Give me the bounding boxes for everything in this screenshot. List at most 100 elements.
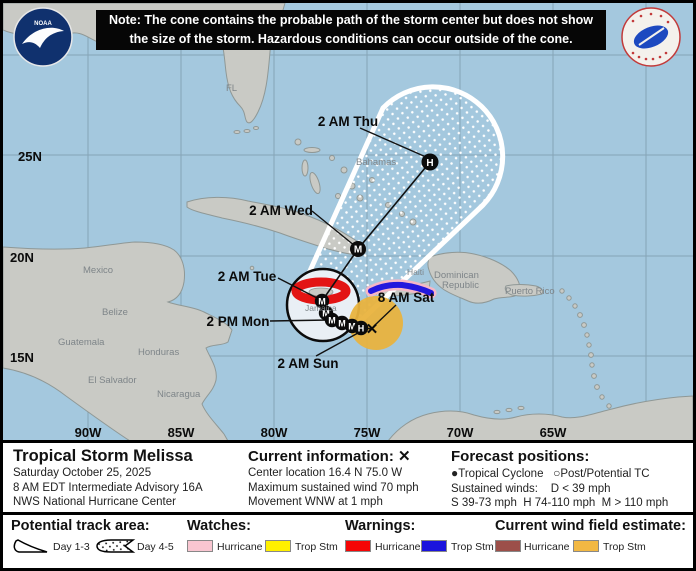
- svg-text:Mexico: Mexico: [83, 265, 113, 276]
- hurricane-watch-swatch: [187, 540, 213, 552]
- forecast-symbols-line: ●Tropical Cyclone ○Post/Potential TC: [451, 466, 650, 480]
- trop-stm-windfield-swatch: [573, 540, 599, 552]
- storm-date: Saturday October 25, 2025: [13, 467, 152, 479]
- hispaniola: [427, 251, 521, 304]
- label-2am-wed: 2 AM Wed: [249, 203, 313, 218]
- svg-text:M: M: [318, 297, 326, 307]
- svg-text:90W: 90W: [75, 425, 102, 440]
- svg-text:M: M: [354, 245, 362, 256]
- svg-text:FL: FL: [226, 83, 237, 94]
- svg-text:Haiti: Haiti: [407, 267, 424, 277]
- hurricane-windfield-swatch: [495, 540, 521, 552]
- max-sustained-wind: Maximum sustained wind 70 mph: [248, 481, 419, 494]
- hurricane-watch-label: Hurricane: [217, 541, 263, 553]
- south-america: [388, 395, 693, 440]
- legend-panel: Potential track area: Day 1-3 Day 4-5 Wa…: [3, 515, 693, 562]
- label-8am-sat: 8 AM Sat: [378, 290, 435, 305]
- svg-text:75W: 75W: [354, 425, 381, 440]
- hurricane-windfield-label: Hurricane: [524, 541, 570, 553]
- potential-track-title: Potential track area:: [11, 518, 150, 534]
- svg-text:H: H: [426, 158, 433, 169]
- axis-labels: 90W 85W 80W 75W 70W 65W 25N 20N 15N: [10, 149, 567, 440]
- lesser-antilles: [493, 288, 612, 415]
- hurricane-warning-label: Hurricane: [375, 541, 421, 553]
- svg-text:Bahamas: Bahamas: [356, 157, 396, 168]
- note-banner: Note: The cone contains the probable pat…: [96, 10, 606, 50]
- current-information: Current information: ✕ Center location 1…: [248, 447, 419, 510]
- svg-text:Dominican: Dominican: [434, 270, 479, 281]
- wind-categories-line: S 39-73 mph H 74-110 mph M > 110 mph: [451, 497, 669, 509]
- svg-text:20N: 20N: [10, 250, 34, 265]
- time-labels: 2 AM Thu 2 AM Wed 2 AM Tue 2 PM Mon 2 AM…: [207, 114, 435, 371]
- center-location: Center location 16.4 N 75.0 W: [248, 467, 403, 479]
- svg-text:Jamaica: Jamaica: [305, 303, 337, 313]
- sustained-winds-line: Sustained winds: D < 39 mph: [451, 482, 611, 495]
- place-labels: FL Mexico Belize Guatemala Honduras El S…: [58, 83, 555, 400]
- day1-3-label: Day 1-3: [53, 541, 90, 553]
- tropical-cyclone-dot-icon: ●: [451, 466, 459, 480]
- svg-text:El Salvador: El Salvador: [88, 375, 137, 386]
- label-leader-lines: [269, 127, 427, 357]
- movement: Movement WNW at 1 mph: [248, 496, 383, 508]
- windfield-title: Current wind field estimate:: [495, 518, 686, 534]
- svg-text:85W: 85W: [168, 425, 195, 440]
- svg-text:M: M: [322, 309, 330, 319]
- central-america: [3, 241, 233, 440]
- info-panel: Tropical Storm Melissa Saturday October …: [3, 443, 693, 515]
- label-2am-sun: 2 AM Sun: [277, 356, 338, 371]
- storm-title: Tropical Storm Melissa: [13, 447, 193, 465]
- storm-summary: Tropical Storm Melissa Saturday October …: [13, 447, 203, 510]
- marker-sun: H: [353, 320, 369, 336]
- label-2pm-mon: 2 PM Mon: [207, 314, 270, 329]
- svg-text:Puerto Rico: Puerto Rico: [505, 286, 555, 297]
- current-info-title: Current information: ✕: [248, 448, 411, 465]
- trop-stm-warning-label: Trop Stm: [451, 541, 494, 553]
- svg-text:25N: 25N: [18, 149, 42, 164]
- svg-text:15N: 15N: [10, 350, 34, 365]
- noaa-logo: NOAA: [13, 7, 73, 67]
- day1-3-cone-icon: [13, 539, 48, 553]
- track-markers: M M M M M H M H: [314, 153, 439, 336]
- marker-tue: M: [314, 293, 330, 309]
- svg-text:M: M: [338, 319, 346, 329]
- marker-thu: H: [421, 153, 439, 171]
- post-potential-circle-icon: ○: [553, 466, 561, 480]
- trop-stm-warning-haiti: [368, 281, 434, 296]
- watches-title: Watches:: [187, 518, 251, 534]
- day4-5-cone-icon: [96, 539, 136, 553]
- marker-wed: M: [350, 241, 366, 257]
- warnings-title: Warnings:: [345, 518, 416, 534]
- svg-text:M: M: [328, 316, 336, 326]
- svg-text:80W: 80W: [261, 425, 288, 440]
- map: M M M M M H M H ✕ 2 AM Thu 2 AM Wed 2 AM…: [3, 3, 693, 440]
- cayman-islands: [249, 265, 255, 271]
- map-area: M M M M M H M H ✕ 2 AM Thu 2 AM Wed 2 AM…: [3, 3, 693, 443]
- current-position-marker: ✕: [366, 321, 379, 338]
- puerto-rico: [504, 284, 544, 297]
- label-2am-tue: 2 AM Tue: [218, 269, 277, 284]
- cone-day4-5: [302, 84, 506, 334]
- svg-text:M: M: [348, 322, 356, 332]
- trop-stm-watch-label: Trop Stm: [295, 541, 338, 553]
- svg-text:Honduras: Honduras: [138, 347, 179, 358]
- trop-stm-warning-swatch: [421, 540, 447, 552]
- day4-5-label: Day 4-5: [137, 541, 174, 553]
- forecast-positions: Forecast positions: ●Tropical Cyclone ○P…: [451, 447, 668, 511]
- windfield-trop-stm: [349, 296, 403, 350]
- note-line2: the size of the storm. Hazardous conditi…: [129, 32, 573, 46]
- trop-stm-windfield-label: Trop Stm: [603, 541, 646, 553]
- storm-advisory: 8 AM EDT Intermediate Advisory 16A: [13, 481, 203, 494]
- svg-text:H: H: [358, 324, 365, 334]
- svg-text:Republic: Republic: [442, 280, 479, 291]
- hurricane-warning-swatch: [345, 540, 371, 552]
- svg-text:Guatemala: Guatemala: [58, 337, 105, 348]
- current-position-symbol: ✕: [398, 448, 411, 465]
- svg-text:Nicaragua: Nicaragua: [157, 389, 201, 400]
- forecast-positions-title: Forecast positions:: [451, 448, 590, 465]
- svg-text:Belize: Belize: [102, 307, 128, 318]
- svg-text:NOAA: NOAA: [34, 21, 52, 27]
- svg-text:70W: 70W: [447, 425, 474, 440]
- storm-agency: NWS National Hurricane Center: [13, 496, 176, 508]
- svg-text:65W: 65W: [540, 425, 567, 440]
